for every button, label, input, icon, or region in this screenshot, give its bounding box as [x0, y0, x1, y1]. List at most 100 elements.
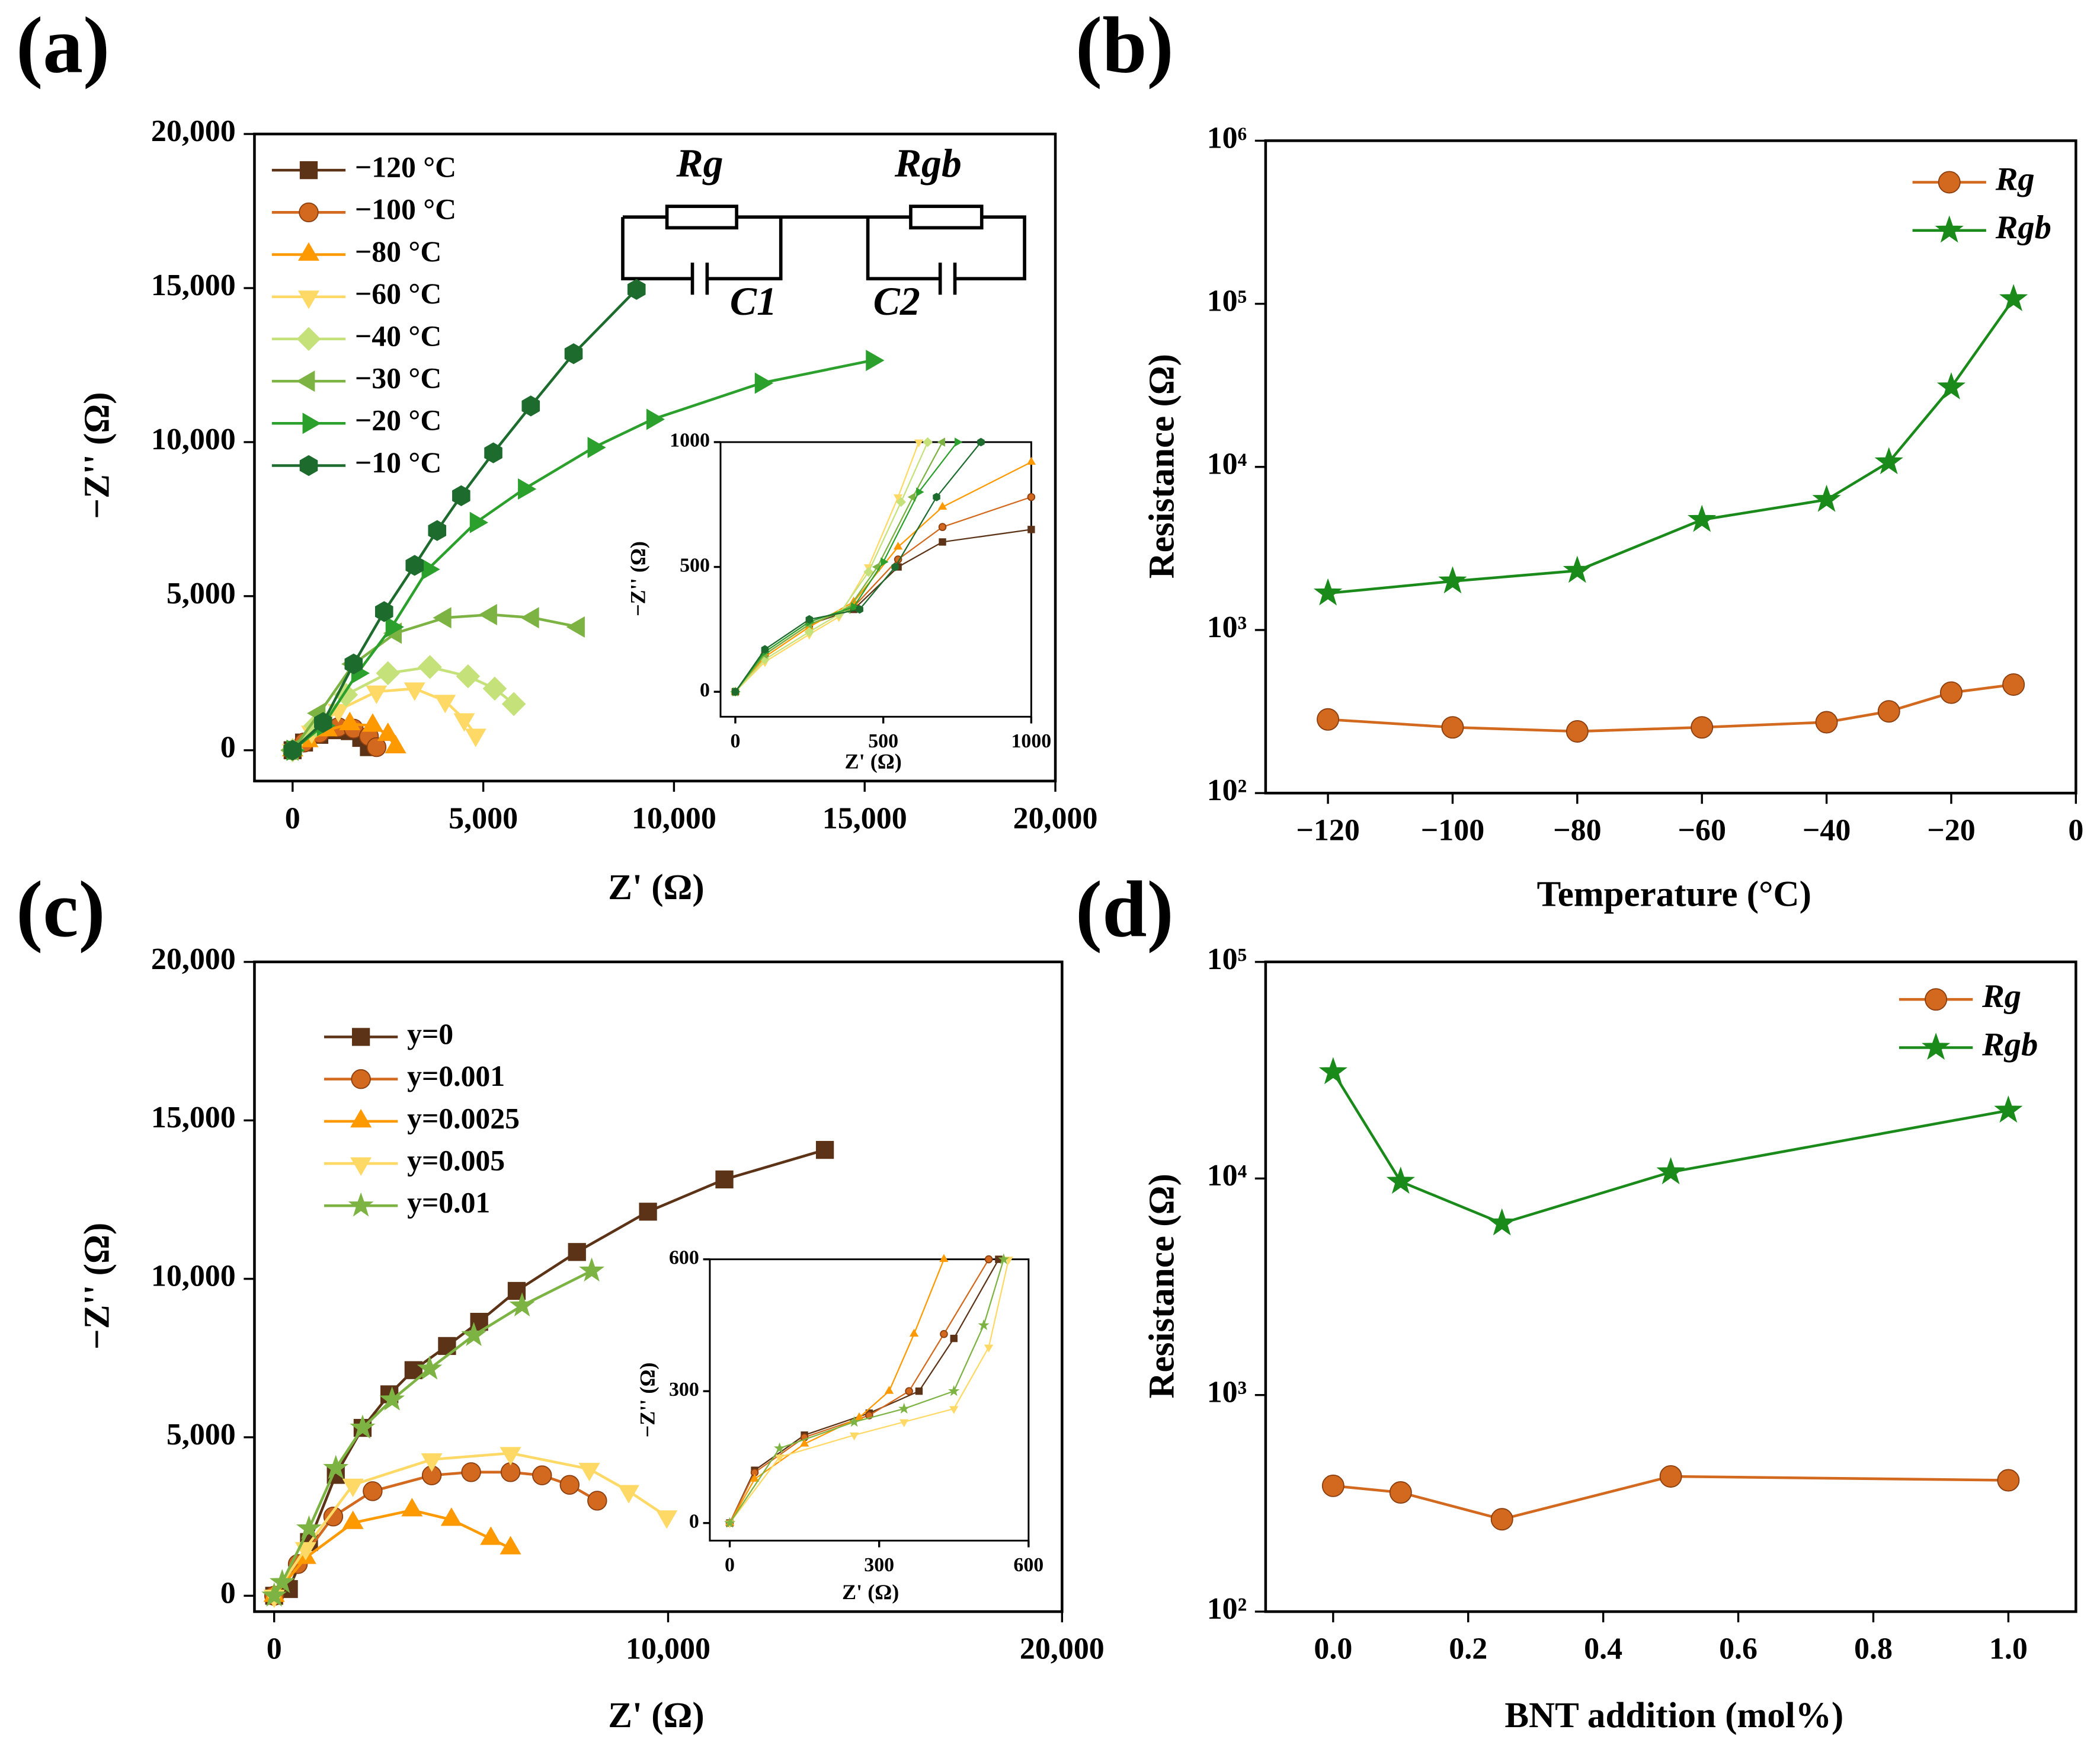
marker: [283, 740, 302, 761]
y-tick-label: 1000: [670, 430, 710, 452]
marker: [2002, 673, 2025, 696]
marker: [469, 512, 488, 533]
marker: [404, 682, 425, 701]
x-tick-label: 300: [864, 1554, 894, 1576]
marker: [754, 372, 773, 394]
marker: [299, 161, 318, 180]
y-tick-label: 10²: [1207, 1592, 1247, 1626]
x-tick-label: 0.8: [1854, 1632, 1893, 1666]
marker: [851, 602, 859, 612]
marker: [484, 442, 502, 463]
resistor: [909, 204, 984, 230]
marker: [1659, 1465, 1682, 1488]
marker: [863, 567, 874, 577]
y-tick-label: 15,000: [151, 1101, 236, 1134]
marker: [342, 1478, 364, 1498]
marker: [440, 1507, 462, 1526]
marker: [1877, 700, 1900, 723]
panel-label: (d): [1075, 865, 1174, 954]
marker: [323, 1454, 349, 1479]
legend-label: Rg: [1981, 978, 2021, 1015]
series-line: [273, 1270, 593, 1597]
marker: [955, 437, 963, 447]
marker: [724, 1517, 736, 1528]
marker: [977, 437, 985, 447]
circuit: [621, 204, 1026, 295]
marker: [376, 661, 400, 686]
marker: [500, 1462, 521, 1482]
marker: [566, 616, 585, 638]
x-tick-label: 0: [267, 1632, 282, 1666]
marker: [501, 692, 526, 717]
marker: [296, 370, 315, 392]
series-line: [1327, 683, 2014, 733]
marker: [417, 1355, 443, 1380]
marker: [377, 722, 399, 741]
annotation: Rg: [676, 141, 723, 186]
marker: [453, 713, 475, 732]
marker: [509, 1292, 535, 1317]
marker: [366, 737, 387, 757]
marker: [302, 413, 321, 434]
y-axis-label: Resistance (Ω): [1142, 354, 1182, 578]
series-line: [729, 1259, 1000, 1524]
y-tick-label: 10⁵: [1207, 942, 1247, 976]
marker: [578, 1463, 600, 1482]
marker: [296, 327, 321, 351]
marker: [1997, 1469, 2020, 1492]
circuit-wire: [621, 215, 1026, 281]
y-tick-label: 0: [220, 1576, 236, 1610]
marker: [456, 664, 481, 689]
legend-label: −120 °C: [355, 151, 456, 184]
marker: [750, 1473, 760, 1482]
marker: [1874, 447, 1903, 475]
marker: [379, 1386, 405, 1411]
marker: [452, 485, 470, 507]
marker: [350, 1414, 376, 1439]
y-tick-label: 10⁶: [1207, 121, 1247, 155]
marker: [299, 455, 318, 477]
marker: [656, 1510, 678, 1529]
x-tick-label: −120: [1296, 814, 1360, 848]
marker: [342, 1510, 364, 1529]
marker: [344, 653, 363, 674]
x-axis-label: Z' (Ω): [608, 868, 704, 907]
marker: [854, 1412, 864, 1421]
marker: [1490, 1508, 1513, 1531]
x-tick-label: 500: [868, 730, 898, 752]
marker: [1999, 284, 2028, 311]
marker: [891, 562, 899, 571]
marker: [568, 1243, 586, 1261]
marker: [500, 1536, 521, 1555]
marker: [1318, 1057, 1347, 1085]
y-axis-label: Resistance (Ω): [1142, 1174, 1182, 1398]
marker: [385, 734, 406, 753]
annotation: C2: [873, 279, 920, 324]
legend-label: Rgb: [1981, 1027, 2038, 1063]
marker: [1994, 1095, 2023, 1123]
plot-frame: [253, 132, 1057, 783]
x-tick-label: 5,000: [449, 801, 518, 835]
marker: [297, 242, 319, 261]
x-tick-label: 0.4: [1584, 1632, 1622, 1666]
marker: [893, 494, 903, 503]
marker: [313, 712, 332, 733]
marker: [299, 202, 319, 223]
marker: [978, 1319, 990, 1331]
marker: [774, 1454, 785, 1463]
marker: [1027, 493, 1036, 501]
plot-frame: [709, 1258, 1030, 1542]
x-tick-label: −40: [1803, 814, 1851, 848]
marker: [893, 541, 903, 550]
legend-label: −20 °C: [355, 404, 441, 437]
marker: [984, 1344, 994, 1353]
marker: [269, 1569, 295, 1593]
y-tick-label: 10,000: [151, 1259, 236, 1293]
y-tick-label: 10⁴: [1207, 447, 1247, 481]
marker: [1922, 1032, 1951, 1060]
marker: [405, 555, 424, 576]
marker: [374, 601, 393, 622]
marker: [421, 1453, 443, 1472]
